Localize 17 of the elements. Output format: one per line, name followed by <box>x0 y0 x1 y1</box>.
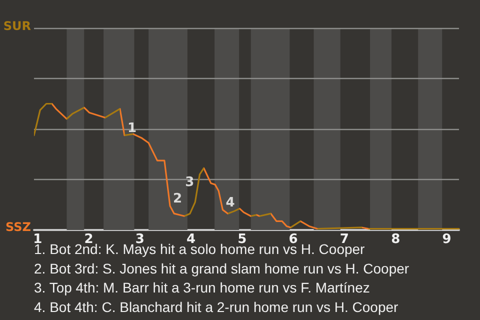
annotation: 1 <box>128 120 137 136</box>
annotation: 3 <box>185 175 194 190</box>
text: 3. Top 4th: M. Barr hit a 3-run home run vs F. Martínez <box>34 280 370 296</box>
x-tick-label: 4 <box>186 232 196 247</box>
text: 2. Bot 3rd: S. Jones hit a grand slam home run vs H. Cooper <box>34 260 410 276</box>
text: SUR <box>3 19 32 33</box>
text: SSZ <box>6 220 32 234</box>
x-tick-label: 8 <box>391 232 400 247</box>
x-tick-label: 7 <box>340 232 349 247</box>
x-tick-label: 5 <box>238 232 247 247</box>
text: 4. Bot 4th: C. Blanchard hit a 2-run home run vs H. Cooper <box>34 298 399 315</box>
x-tick-label: 9 <box>442 232 452 247</box>
x-tick-label: 3 <box>135 232 144 247</box>
x-tick-label: 6 <box>288 232 298 247</box>
annotation: 4 <box>226 195 235 210</box>
x-tick-label: 2 <box>84 232 94 247</box>
annotation: 2 <box>173 192 182 207</box>
